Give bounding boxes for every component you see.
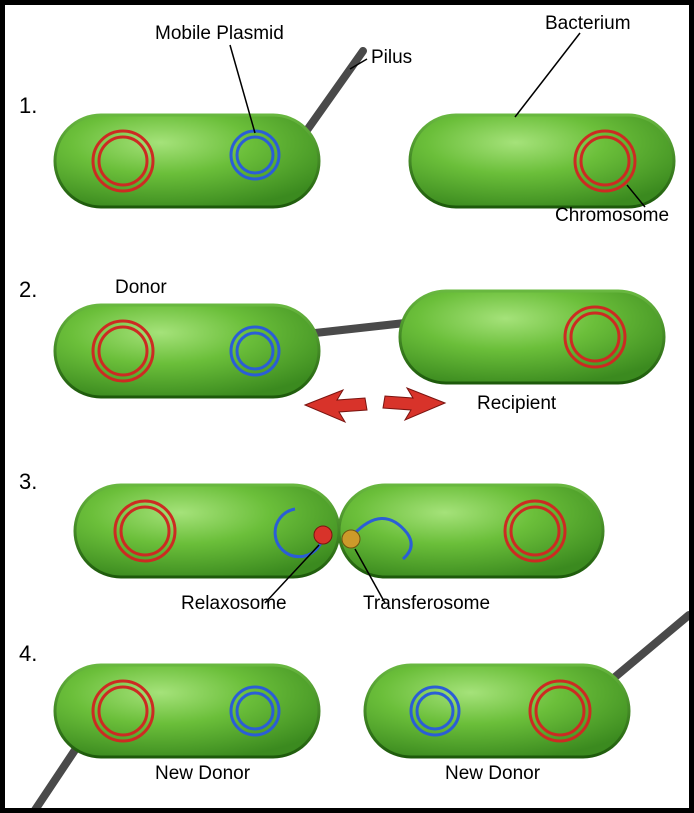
- pilus-4-left: [25, 747, 77, 808]
- label-new-donor-left: New Donor: [155, 763, 250, 785]
- panel-3: [75, 485, 603, 603]
- arrow-right-icon: [383, 388, 445, 420]
- arrow-left-icon: [305, 390, 367, 422]
- pointer-line: [515, 33, 580, 117]
- step-number-2: 2.: [19, 277, 37, 303]
- step-number-1: 1.: [19, 93, 37, 119]
- panel-1: [55, 33, 674, 207]
- label-chromosome: Chromosome: [555, 205, 669, 227]
- label-bacterium: Bacterium: [545, 13, 631, 35]
- label-donor: Donor: [115, 277, 167, 299]
- label-mobile-plasmid: Mobile Plasmid: [155, 23, 284, 45]
- relaxosome-icon: [314, 526, 332, 544]
- label-new-donor-right: New Donor: [445, 763, 540, 785]
- pilus-1: [305, 51, 363, 133]
- step-number-3: 3.: [19, 469, 37, 495]
- diagram-frame: 1. 2. 3. 4. Mobile Plasmid Pilus Bacteri…: [0, 0, 694, 813]
- diagram-svg: [5, 5, 689, 808]
- pilus-4-right: [615, 615, 689, 677]
- panel-2: [55, 291, 664, 422]
- label-relaxosome: Relaxosome: [181, 593, 287, 615]
- label-recipient: Recipient: [477, 393, 556, 415]
- cell-recipient-3: [339, 485, 603, 577]
- panel-4: [25, 615, 689, 808]
- label-transferosome: Transferosome: [363, 593, 490, 615]
- pilus-2: [315, 323, 405, 333]
- step-number-4: 4.: [19, 641, 37, 667]
- transferosome-icon: [342, 530, 360, 548]
- label-pilus: Pilus: [371, 47, 412, 69]
